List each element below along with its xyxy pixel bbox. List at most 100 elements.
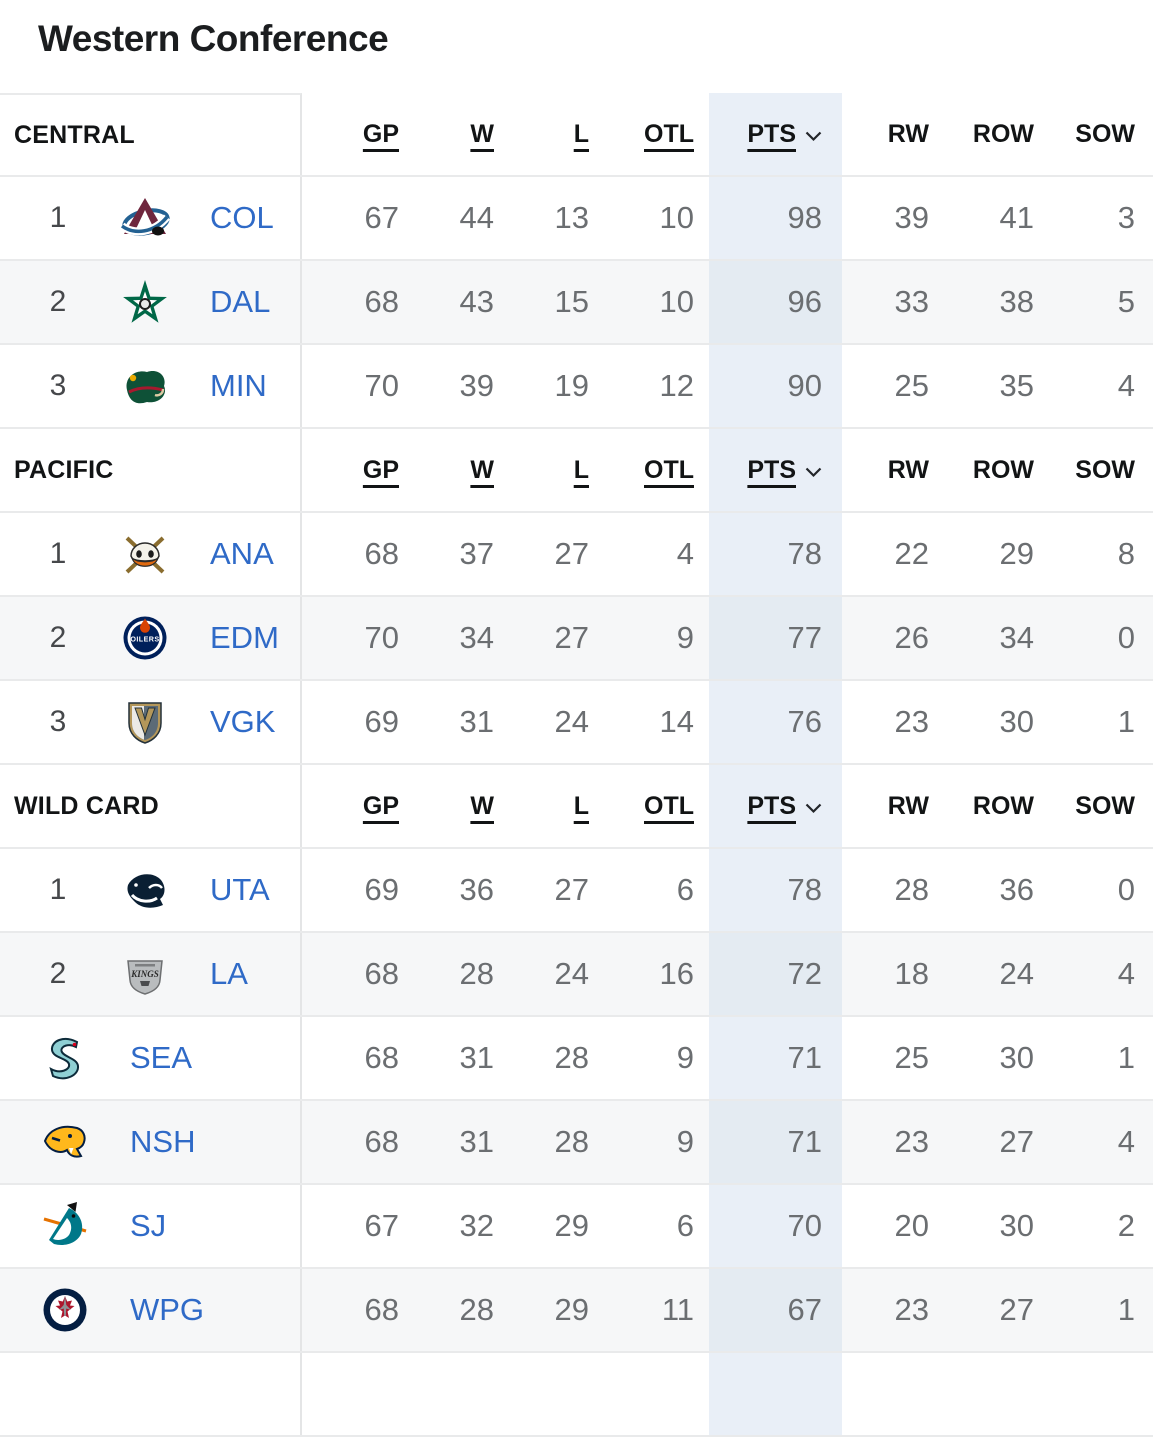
team-cell: 3 VGK xyxy=(0,681,302,763)
team-link[interactable]: MIN xyxy=(210,368,267,403)
team-link[interactable]: ANA xyxy=(210,536,274,571)
column-header-label: GP xyxy=(362,791,399,820)
stat-w: 28 xyxy=(459,1292,494,1327)
stat-row: 29 xyxy=(999,536,1034,571)
column-header-w[interactable]: W xyxy=(409,93,504,175)
column-header-row: ROW xyxy=(944,429,1047,511)
stat-pts: 72 xyxy=(709,933,842,1015)
stat-otl: 9 xyxy=(676,620,694,655)
stat-rw: 25 xyxy=(894,368,929,403)
winnipeg-jets-logo[interactable] xyxy=(40,1285,90,1335)
nashville-predators-logo[interactable] xyxy=(40,1117,90,1167)
anaheim-ducks-logo[interactable] xyxy=(120,529,170,579)
stat-gp: 70 xyxy=(364,368,399,403)
colorado-avalanche-logo[interactable] xyxy=(120,193,170,243)
stat-l: 27 xyxy=(554,536,589,571)
column-header-gp[interactable]: GP xyxy=(302,765,409,847)
column-header-gp[interactable]: GP xyxy=(302,429,409,511)
stat-sow: 4 xyxy=(1117,368,1135,403)
team-link[interactable]: DAL xyxy=(210,284,271,319)
stat-row: 30 xyxy=(999,1040,1034,1075)
team-link[interactable]: VGK xyxy=(210,704,276,739)
svg-text:KINGS: KINGS xyxy=(130,969,159,979)
minnesota-wild-logo[interactable] xyxy=(120,361,170,411)
vegas-golden-knights-logo[interactable] xyxy=(120,697,170,747)
stat-sow: 3 xyxy=(1117,200,1135,235)
column-header-sow: SOW xyxy=(1047,429,1153,511)
stat-l: 24 xyxy=(554,956,589,991)
stat-rw: 25 xyxy=(894,1040,929,1075)
rank: 2 xyxy=(49,957,67,990)
column-header-label: ROW xyxy=(972,791,1034,820)
team-link[interactable]: NSH xyxy=(130,1124,196,1159)
stat-row: 27 xyxy=(999,1292,1034,1327)
stat-otl: 12 xyxy=(659,368,694,403)
column-header-pts[interactable]: PTS xyxy=(709,429,842,511)
stat-sow: 4 xyxy=(1117,956,1135,991)
edmonton-oilers-logo[interactable]: OILERS xyxy=(120,613,170,663)
team-row-ana: 1 ANA 68 37 27 4 78 22 29 8 xyxy=(0,513,1153,597)
stat-row: 35 xyxy=(999,368,1034,403)
svg-text:OILERS: OILERS xyxy=(130,635,159,644)
column-header-label: ROW xyxy=(972,119,1034,148)
stat-l: 29 xyxy=(554,1208,589,1243)
column-header-label: PTS xyxy=(747,791,796,820)
team-link[interactable]: LA xyxy=(210,956,248,991)
section-label-cell xyxy=(0,1353,302,1435)
team-link[interactable]: WPG xyxy=(130,1292,205,1327)
seattle-kraken-logo[interactable] xyxy=(40,1033,90,1083)
stat-l: 19 xyxy=(554,368,589,403)
stat-w: 34 xyxy=(459,620,494,655)
stat-rw: 23 xyxy=(894,704,929,739)
column-header-l[interactable]: L xyxy=(504,429,599,511)
utah-mammoth-logo[interactable] xyxy=(120,865,170,915)
stat-l: 24 xyxy=(554,704,589,739)
stat-pts: 70 xyxy=(709,1185,842,1267)
column-header-l[interactable]: L xyxy=(504,765,599,847)
rank: 1 xyxy=(49,873,67,906)
column-header-label: OTL xyxy=(644,119,694,148)
column-header-pts[interactable]: PTS xyxy=(709,93,842,175)
column-header-otl[interactable]: OTL xyxy=(599,765,709,847)
stat-rw: 23 xyxy=(894,1292,929,1327)
section-label-cell: PACIFIC xyxy=(0,429,302,511)
team-cell: SJ xyxy=(0,1185,302,1267)
stat-sow: 1 xyxy=(1117,1292,1135,1327)
next-section-header-partial xyxy=(0,1353,1153,1437)
column-header-gp[interactable]: GP xyxy=(302,93,409,175)
san-jose-sharks-logo[interactable] xyxy=(40,1201,90,1251)
stat-gp: 68 xyxy=(364,1292,399,1327)
stat-l: 28 xyxy=(554,1040,589,1075)
team-link[interactable]: UTA xyxy=(210,872,270,907)
stat-row: 38 xyxy=(999,284,1034,319)
stat-l: 13 xyxy=(554,200,589,235)
column-header-label: SOW xyxy=(1075,791,1135,820)
team-cell: 3 MIN xyxy=(0,345,302,427)
column-header-sow xyxy=(1047,1353,1153,1435)
column-header-label: OTL xyxy=(644,455,694,484)
column-header-w[interactable]: W xyxy=(409,429,504,511)
team-cell: SEA xyxy=(0,1017,302,1099)
chevron-down-icon xyxy=(805,803,822,813)
la-kings-logo[interactable]: KINGS xyxy=(120,949,170,999)
column-header-pts[interactable]: PTS xyxy=(709,765,842,847)
column-header-label: RW xyxy=(887,791,929,820)
stat-otl: 6 xyxy=(676,872,694,907)
stat-w: 36 xyxy=(459,872,494,907)
team-link[interactable]: SEA xyxy=(130,1040,193,1075)
team-link[interactable]: COL xyxy=(210,200,274,235)
team-link[interactable]: EDM xyxy=(210,620,279,655)
stat-otl: 11 xyxy=(661,1292,694,1327)
column-header-l[interactable]: L xyxy=(504,93,599,175)
column-header-gp xyxy=(302,1353,409,1435)
column-header-otl[interactable]: OTL xyxy=(599,429,709,511)
team-row-min: 3 MIN 70 39 19 12 90 25 35 4 xyxy=(0,345,1153,429)
rank: 2 xyxy=(49,621,67,654)
column-header-otl[interactable]: OTL xyxy=(599,93,709,175)
team-link[interactable]: SJ xyxy=(130,1208,167,1243)
stat-gp: 68 xyxy=(364,1040,399,1075)
page-title: Western Conference xyxy=(38,18,389,59)
column-header-w[interactable]: W xyxy=(409,765,504,847)
dallas-stars-logo[interactable] xyxy=(120,277,170,327)
team-row-la: 2 KINGS LA 68 28 24 16 72 18 24 4 xyxy=(0,933,1153,1017)
